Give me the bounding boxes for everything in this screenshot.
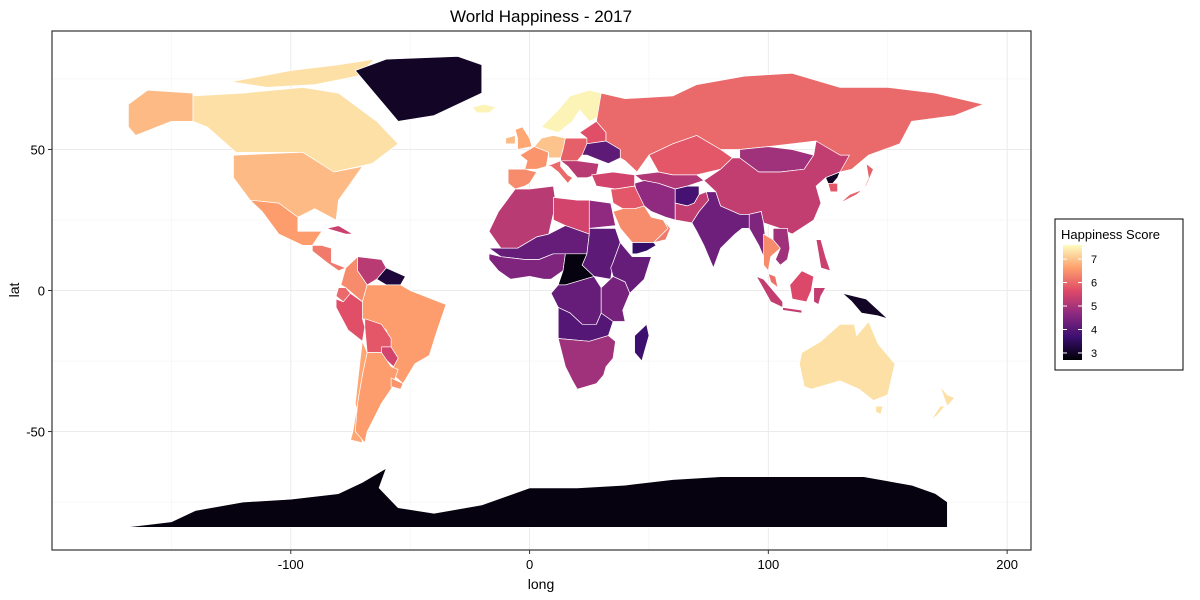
- region-canada: [192, 87, 399, 173]
- region-south-korea: [827, 182, 838, 193]
- region-east-africa: [600, 276, 631, 322]
- region-mexico: [249, 199, 323, 246]
- region-ireland: [505, 135, 516, 145]
- region-tasmania: [875, 405, 884, 415]
- legend-colorbar: [1063, 245, 1082, 360]
- legend: Happiness Score 3 4 5 6 7: [1054, 218, 1184, 371]
- chart-title: World Happiness - 2017: [450, 7, 632, 26]
- region-united-kingdom: [514, 126, 533, 150]
- x-tick-label: 200: [996, 557, 1018, 572]
- region-antarctica: [99, 467, 960, 528]
- region-greenland: [354, 56, 483, 122]
- region-uruguay: [390, 377, 404, 390]
- x-tick-label: -100: [278, 557, 304, 572]
- region-borneo: [789, 270, 815, 303]
- legend-tick-label: 6: [1091, 278, 1097, 290]
- region-new-zealand-n: [939, 386, 955, 407]
- region-west-africa: [488, 253, 566, 280]
- region-north-korea: [825, 171, 841, 184]
- region-iceland: [471, 103, 497, 114]
- legend-tick-label: 3: [1091, 348, 1097, 360]
- region-papua-new-guinea: [842, 292, 889, 320]
- region-indochina: [772, 228, 791, 266]
- map-regions: [99, 56, 984, 528]
- region-malaysia: [767, 273, 779, 289]
- region-philippines: [815, 239, 831, 272]
- legend-tick-label: 7: [1091, 254, 1097, 266]
- region-argentina: [354, 352, 399, 444]
- y-tick-label: -50: [26, 425, 45, 440]
- region-scandinavia: [541, 89, 602, 133]
- region-oman: [653, 219, 671, 243]
- region-balkans: [560, 160, 600, 179]
- x-axis-label: long: [528, 576, 554, 592]
- x-tick-label: 0: [526, 557, 533, 572]
- region-egypt: [588, 199, 616, 229]
- region-japan: [839, 163, 874, 204]
- region-southern-africa: [557, 335, 616, 390]
- y-tick-label: 50: [31, 142, 45, 157]
- y-tick-label: 0: [38, 284, 45, 299]
- x-tick-label: 100: [757, 557, 779, 572]
- legend-tick-label: 5: [1091, 301, 1097, 313]
- region-sulawesi: [813, 287, 826, 305]
- legend-ticks: 3 4 5 6 7: [1063, 254, 1097, 360]
- region-cuba: [326, 225, 354, 235]
- y-axis: -50 0 50: [26, 142, 52, 440]
- region-russia: [596, 72, 984, 173]
- x-axis: -100 0 100 200: [278, 550, 1018, 572]
- region-madagascar: [634, 323, 650, 362]
- plot-panel: [51, 30, 1032, 551]
- region-spain: [507, 168, 538, 190]
- region-new-zealand-s: [930, 405, 946, 421]
- region-java: [782, 307, 803, 314]
- legend-tick-label: 4: [1091, 324, 1097, 336]
- region-sumatra: [756, 276, 784, 308]
- region-alaska: [128, 89, 194, 136]
- y-axis-label: lat: [6, 283, 22, 298]
- region-australia: [799, 321, 896, 401]
- region-peru: [335, 292, 366, 342]
- region-turkey: [591, 171, 635, 190]
- region-italy: [545, 160, 573, 184]
- legend-title: Happiness Score: [1061, 227, 1160, 242]
